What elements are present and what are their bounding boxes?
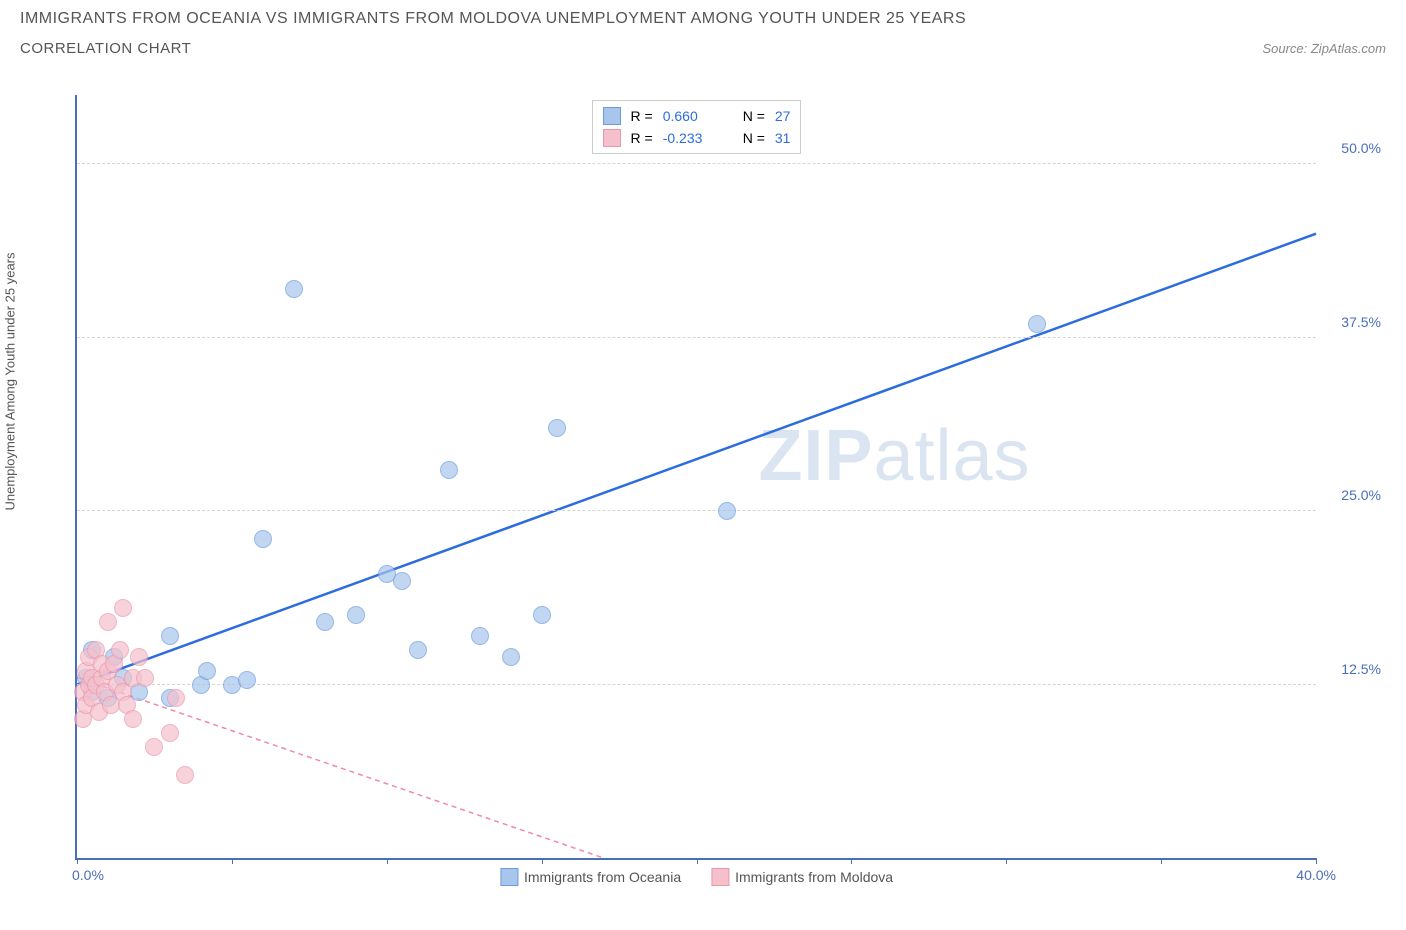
- data-point: [136, 669, 154, 687]
- series-legend-oceania: Immigrants from Oceania: [500, 868, 681, 886]
- data-point: [548, 419, 566, 437]
- legend-swatch-icon: [500, 868, 518, 886]
- x-axis-min-label: 0.0%: [72, 867, 104, 883]
- gridline: [77, 684, 1316, 685]
- x-tick: [1161, 858, 1162, 864]
- data-point: [409, 641, 427, 659]
- stats-legend-row-oceania: R = 0.660 N = 27: [603, 105, 791, 127]
- data-point: [111, 641, 129, 659]
- data-point: [114, 599, 132, 617]
- source-attribution: Source: ZipAtlas.com: [1262, 41, 1386, 56]
- stats-legend-row-moldova: R = -0.233 N = 31: [603, 127, 791, 149]
- n-value-oceania: 27: [775, 108, 791, 124]
- chart-subtitle: CORRELATION CHART: [20, 40, 191, 57]
- gridline: [77, 337, 1316, 338]
- series-legend: Immigrants from Oceania Immigrants from …: [500, 868, 893, 886]
- data-point: [254, 530, 272, 548]
- n-value-moldova: 31: [775, 130, 791, 146]
- data-point: [718, 502, 736, 520]
- data-point: [124, 710, 142, 728]
- gridline: [77, 163, 1316, 164]
- chart-container: Unemployment Among Youth under 25 years …: [20, 95, 1386, 910]
- data-point: [161, 724, 179, 742]
- y-tick-label: 12.5%: [1341, 661, 1381, 677]
- data-point: [130, 648, 148, 666]
- data-point: [285, 280, 303, 298]
- data-point: [316, 613, 334, 631]
- data-point: [1028, 315, 1046, 333]
- legend-swatch-oceania: [603, 107, 621, 125]
- r-value-oceania: 0.660: [663, 108, 733, 124]
- series-legend-moldova: Immigrants from Moldova: [711, 868, 893, 886]
- subtitle-row: CORRELATION CHART Source: ZipAtlas.com: [20, 40, 1386, 57]
- plot-area: R = 0.660 N = 27 R = -0.233 N = 31 ZIPat…: [75, 95, 1316, 860]
- x-tick: [387, 858, 388, 864]
- data-point: [238, 671, 256, 689]
- data-point: [533, 606, 551, 624]
- data-point: [176, 766, 194, 784]
- data-point: [502, 648, 520, 666]
- r-value-moldova: -0.233: [663, 130, 733, 146]
- chart-title: IMMIGRANTS FROM OCEANIA VS IMMIGRANTS FR…: [20, 10, 1386, 28]
- chart-header: IMMIGRANTS FROM OCEANIA VS IMMIGRANTS FR…: [0, 0, 1406, 57]
- stats-legend: R = 0.660 N = 27 R = -0.233 N = 31: [592, 100, 802, 154]
- data-point: [471, 627, 489, 645]
- x-tick: [232, 858, 233, 864]
- x-tick: [1006, 858, 1007, 864]
- watermark: ZIPatlas: [758, 415, 1030, 497]
- gridline: [77, 510, 1316, 511]
- x-tick: [77, 858, 78, 864]
- data-point: [161, 627, 179, 645]
- data-point: [440, 461, 458, 479]
- legend-swatch-moldova: [603, 129, 621, 147]
- y-axis-label: Unemployment Among Youth under 25 years: [3, 252, 18, 510]
- data-point: [198, 662, 216, 680]
- legend-swatch-icon: [711, 868, 729, 886]
- x-tick: [697, 858, 698, 864]
- y-tick-label: 50.0%: [1341, 140, 1381, 156]
- x-axis-max-label: 40.0%: [1296, 867, 1336, 883]
- x-tick: [851, 858, 852, 864]
- data-point: [347, 606, 365, 624]
- x-tick: [542, 858, 543, 864]
- y-tick-label: 37.5%: [1341, 314, 1381, 330]
- data-point: [145, 738, 163, 756]
- data-point: [167, 689, 185, 707]
- y-tick-label: 25.0%: [1341, 487, 1381, 503]
- data-point: [393, 572, 411, 590]
- x-tick: [1316, 858, 1317, 864]
- trend-lines-layer: [77, 95, 1316, 858]
- data-point: [99, 613, 117, 631]
